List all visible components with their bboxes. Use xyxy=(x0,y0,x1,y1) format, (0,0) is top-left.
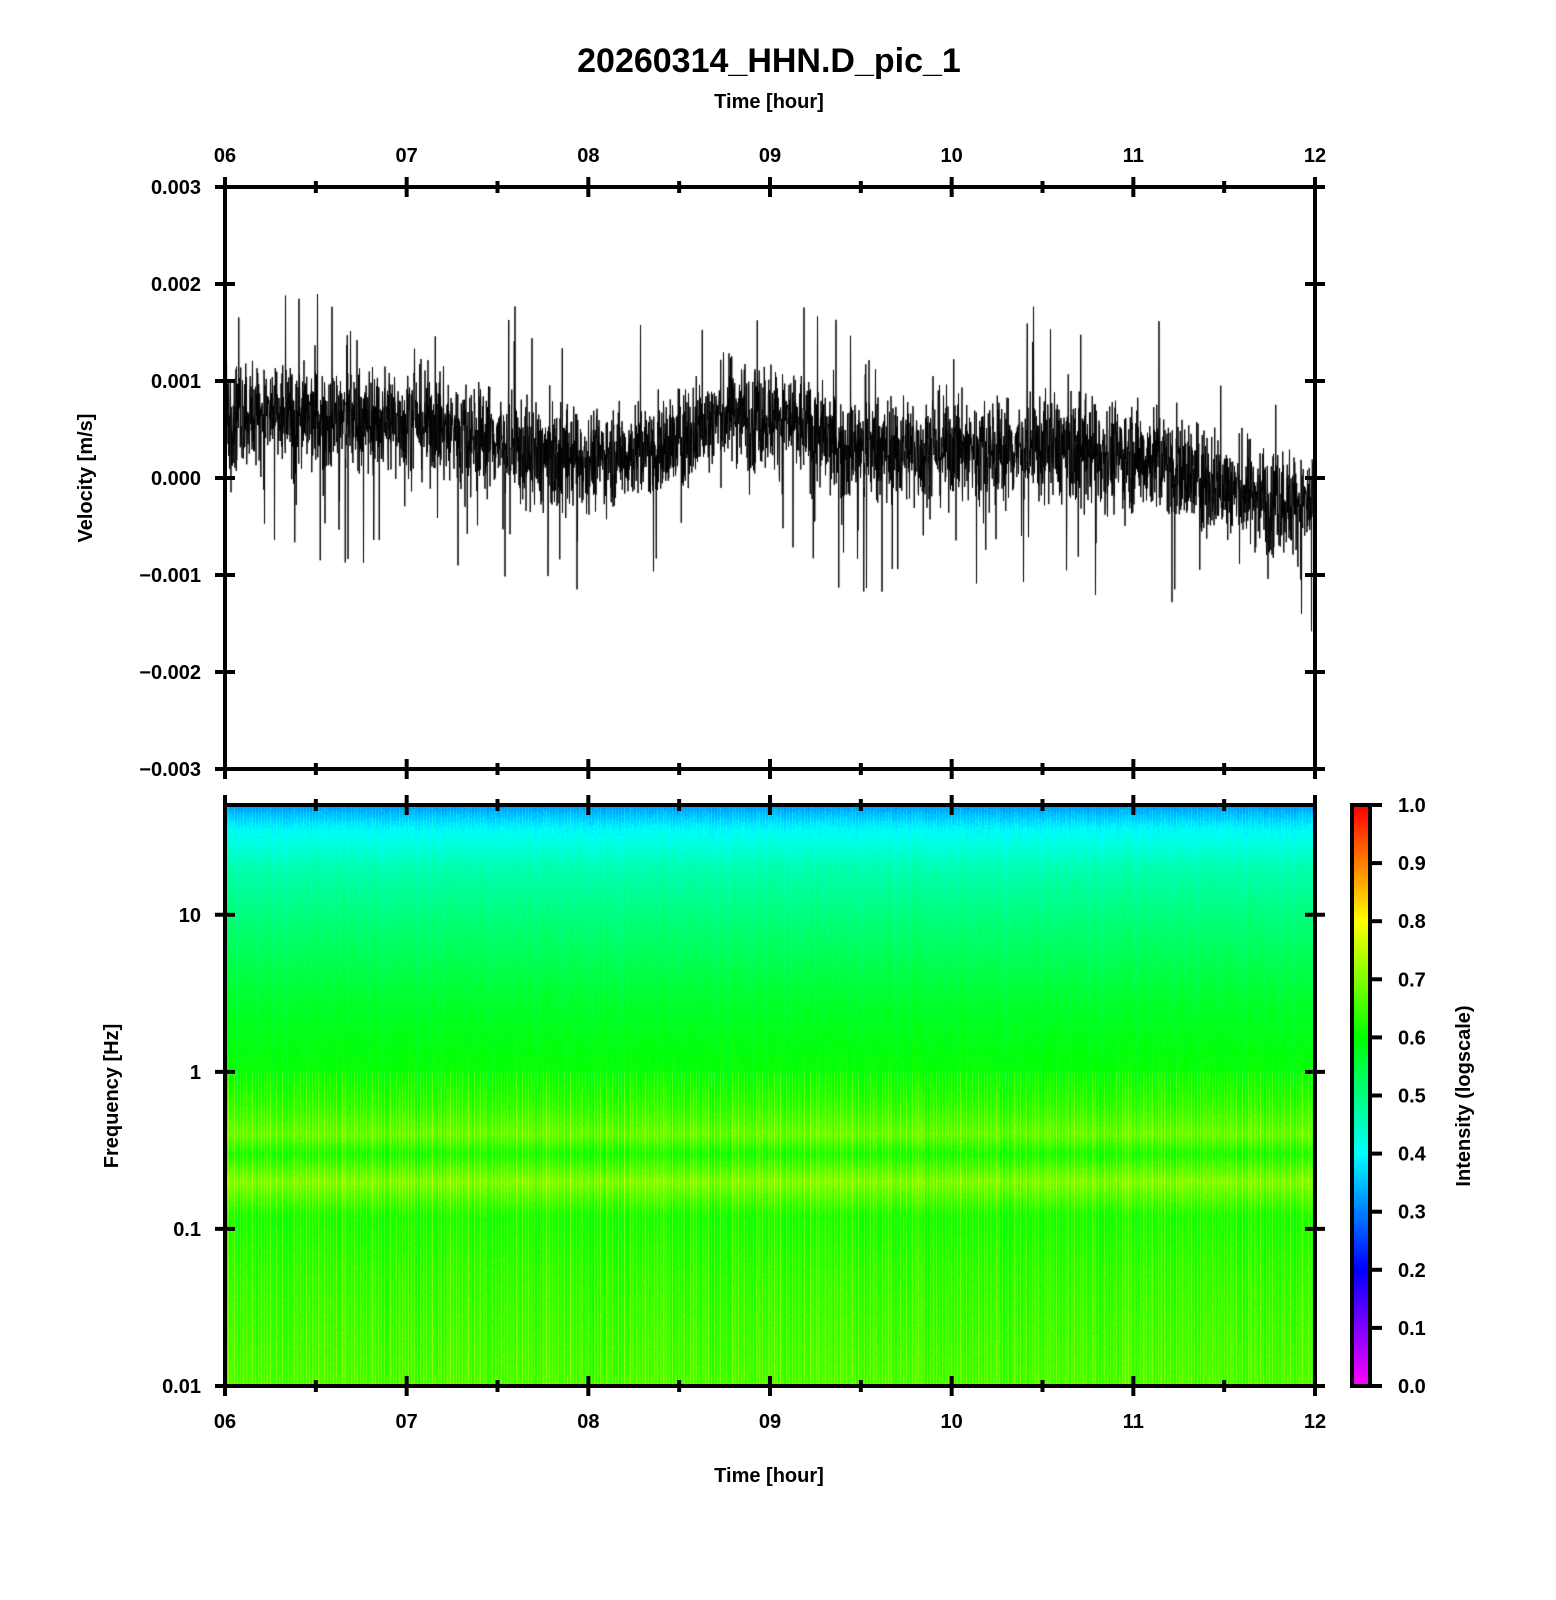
waveform-plot-frame xyxy=(223,185,1317,771)
colorbar-tick-label: 0.7 xyxy=(1398,969,1426,991)
bottom-x-tick-label: 06 xyxy=(214,1411,236,1433)
top-x-tick-label: 07 xyxy=(396,145,418,167)
spectrogram-y-tick-label: 0.1 xyxy=(173,1219,201,1241)
bottom-x-tick-label: 11 xyxy=(1123,1411,1144,1433)
bottom-x-tick-label: 10 xyxy=(941,1411,963,1433)
waveform-trace xyxy=(225,187,1315,769)
colorbar-label: Intensity (logscale) xyxy=(1453,1005,1475,1186)
top-x-tick-label: 11 xyxy=(1123,145,1144,167)
waveform-y-tick-label: −0.002 xyxy=(139,662,201,684)
bottom-x-tick-label: 12 xyxy=(1304,1411,1326,1433)
top-x-tick-label: 08 xyxy=(577,145,599,167)
colorbar-tick-label: 0.2 xyxy=(1398,1260,1426,1282)
colorbar-tick-label: 0.4 xyxy=(1398,1144,1427,1166)
colorbar-tick-label: 0.1 xyxy=(1398,1318,1426,1340)
spectrogram-y-tick-label: 1 xyxy=(190,1062,201,1084)
waveform-y-axis-label: Velocity [m/s] xyxy=(75,414,97,543)
top-x-tick-label: 10 xyxy=(941,145,963,167)
waveform-y-tick-label: 0.002 xyxy=(151,274,201,296)
bottom-x-tick-label: 08 xyxy=(577,1411,599,1433)
waveform-y-tick-label: 0.001 xyxy=(151,371,201,393)
top-x-axis-label: Time [hour] xyxy=(714,91,824,113)
waveform-y-tick-label: 0.000 xyxy=(151,468,201,490)
waveform-y-tick-label: −0.001 xyxy=(139,565,201,587)
spectrogram-image xyxy=(225,805,1315,1386)
top-x-tick-label: 12 xyxy=(1304,145,1326,167)
bottom-x-axis-label: Time [hour] xyxy=(714,1465,824,1487)
colorbar-tick-label: 0.5 xyxy=(1398,1086,1426,1108)
spectrogram-y-tick-label: 0.01 xyxy=(162,1376,201,1398)
colorbar-tick-label: 0.9 xyxy=(1398,853,1426,875)
colorbar-gradient xyxy=(1352,805,1370,1386)
spectrogram-plot-frame xyxy=(223,803,1317,1388)
bottom-x-tick-label: 09 xyxy=(759,1411,781,1433)
waveform-y-tick-label: 0.003 xyxy=(151,177,201,199)
colorbar-frame xyxy=(1350,803,1372,1388)
waveform-y-tick-label: −0.003 xyxy=(139,759,201,781)
spectrogram-y-tick-label: 10 xyxy=(179,905,201,927)
chart-title: 20260314_HHN.D_pic_1 xyxy=(577,42,961,80)
colorbar-tick-label: 0.3 xyxy=(1398,1202,1426,1224)
colorbar-tick-label: 0.6 xyxy=(1398,1027,1426,1049)
bottom-x-tick-label: 07 xyxy=(396,1411,418,1433)
top-x-tick-label: 09 xyxy=(759,145,781,167)
colorbar-tick-label: 0.0 xyxy=(1398,1376,1426,1398)
colorbar-tick-label: 1.0 xyxy=(1398,795,1426,817)
spectrogram-y-axis-label: Frequency [Hz] xyxy=(101,1024,123,1168)
colorbar-tick-label: 0.8 xyxy=(1398,911,1426,933)
top-x-tick-label: 06 xyxy=(214,145,236,167)
